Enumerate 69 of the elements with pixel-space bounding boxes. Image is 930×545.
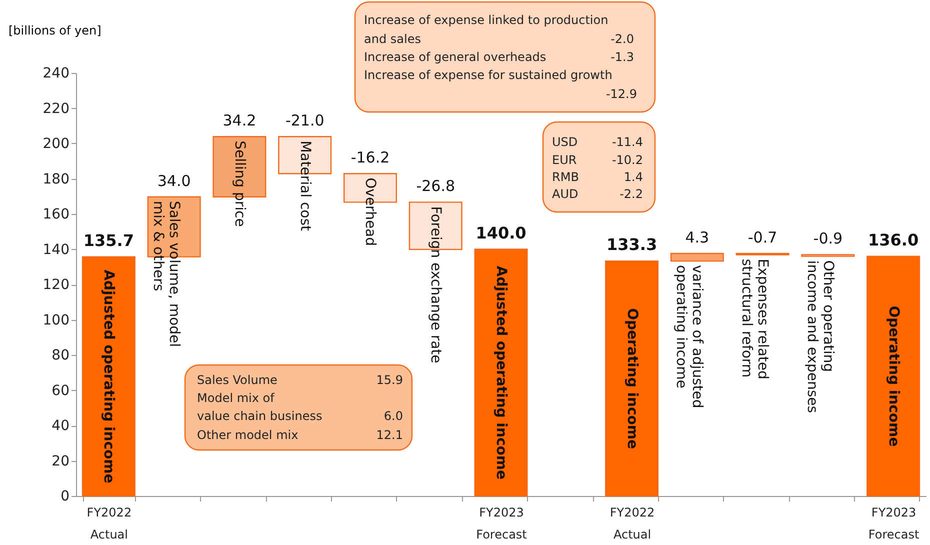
y-tick-label: 220 <box>42 100 70 117</box>
annotation: 6.0 <box>384 409 403 423</box>
annotation: 15.9 <box>376 373 403 387</box>
text: and sales <box>364 32 421 46</box>
data-label: 34.0 <box>157 172 191 190</box>
annotation: AUD <box>552 187 578 201</box>
y-axis-title: [billions of yen] <box>8 24 102 38</box>
y-tick-label: 60 <box>52 382 70 399</box>
y-tick-label: 140 <box>42 242 70 258</box>
annotation: Adjusted operating income <box>100 270 117 484</box>
annotation: EUR <box>552 153 577 167</box>
data-label: -0.9 <box>813 230 843 248</box>
annotation: Model mix of <box>197 391 276 405</box>
data-label: -21.0 <box>285 112 324 130</box>
y-tick-label: 100 <box>42 312 70 328</box>
annotation: Material cost <box>296 140 313 232</box>
text: -1.3 <box>610 50 634 64</box>
annotation: Other model mix <box>197 428 298 442</box>
annotation: Selling price <box>231 140 248 227</box>
annotation: Foreign exchange rate <box>428 206 444 364</box>
y-tick-label: 200 <box>42 136 70 152</box>
data-label: 4.3 <box>685 228 710 246</box>
y-tick-label: 40 <box>52 418 70 434</box>
annotation: Other operating income and expenses <box>804 260 836 414</box>
annotation: -12.9 <box>606 87 637 101</box>
annotation: 12.1 <box>376 428 403 442</box>
data-label: -0.7 <box>748 228 778 246</box>
text: Increase of expense linked to production <box>364 13 608 27</box>
annotation: value chain business <box>197 409 322 423</box>
annotation: Overhead <box>362 178 378 246</box>
annotation: Expenses related structural reform <box>738 258 771 380</box>
annotation: RMB <box>552 170 579 184</box>
bar <box>670 252 724 262</box>
bar <box>474 248 528 497</box>
annotation: 1.4 <box>624 170 643 184</box>
annotation: -10.2 <box>612 153 643 167</box>
y-tick-label: 180 <box>42 171 70 188</box>
text: -2.0 <box>610 32 634 46</box>
data-label: -26.8 <box>416 177 456 196</box>
bar <box>82 256 136 497</box>
data-label: 136.0 <box>868 230 919 250</box>
y-tick-label: 20 <box>52 453 70 470</box>
data-label: 135.7 <box>83 230 134 250</box>
x-tick-label: FY2022 Actual <box>86 506 132 542</box>
annotation: Sales Volume <box>197 373 278 387</box>
y-tick-label: 240 <box>42 66 70 82</box>
data-label: 34.2 <box>222 112 256 130</box>
y-tick-label: 80 <box>52 348 70 364</box>
annotation: Sales volume, model mix & others <box>150 200 182 347</box>
annotation: variance of adjusted operating income <box>673 265 706 408</box>
x-tick-label: FY2022 Actual <box>610 506 655 542</box>
bar <box>866 256 920 497</box>
x-tick-label: FY2023 Forecast <box>476 506 528 542</box>
y-tick-label: 160 <box>42 206 70 222</box>
y-tick-label: 120 <box>42 277 70 293</box>
text: Increase of general overheads <box>364 50 546 64</box>
bar <box>605 260 659 497</box>
annotation: Operating income <box>885 306 902 447</box>
annotation: USD <box>552 135 578 149</box>
annotation: Adjusted operating income <box>493 266 509 480</box>
annotation: Operating income <box>624 308 640 449</box>
data-label: -16.2 <box>350 148 390 167</box>
annotation: -2.2 <box>620 187 643 201</box>
annotation: -11.4 <box>612 135 643 149</box>
data-label: 140.0 <box>476 223 526 242</box>
annotation: Increase of expense for sustained growth <box>364 68 612 82</box>
x-tick-label: FY2023 Forecast <box>868 506 920 542</box>
y-tick-label: 0 <box>60 488 70 504</box>
data-label: 133.3 <box>606 235 658 254</box>
